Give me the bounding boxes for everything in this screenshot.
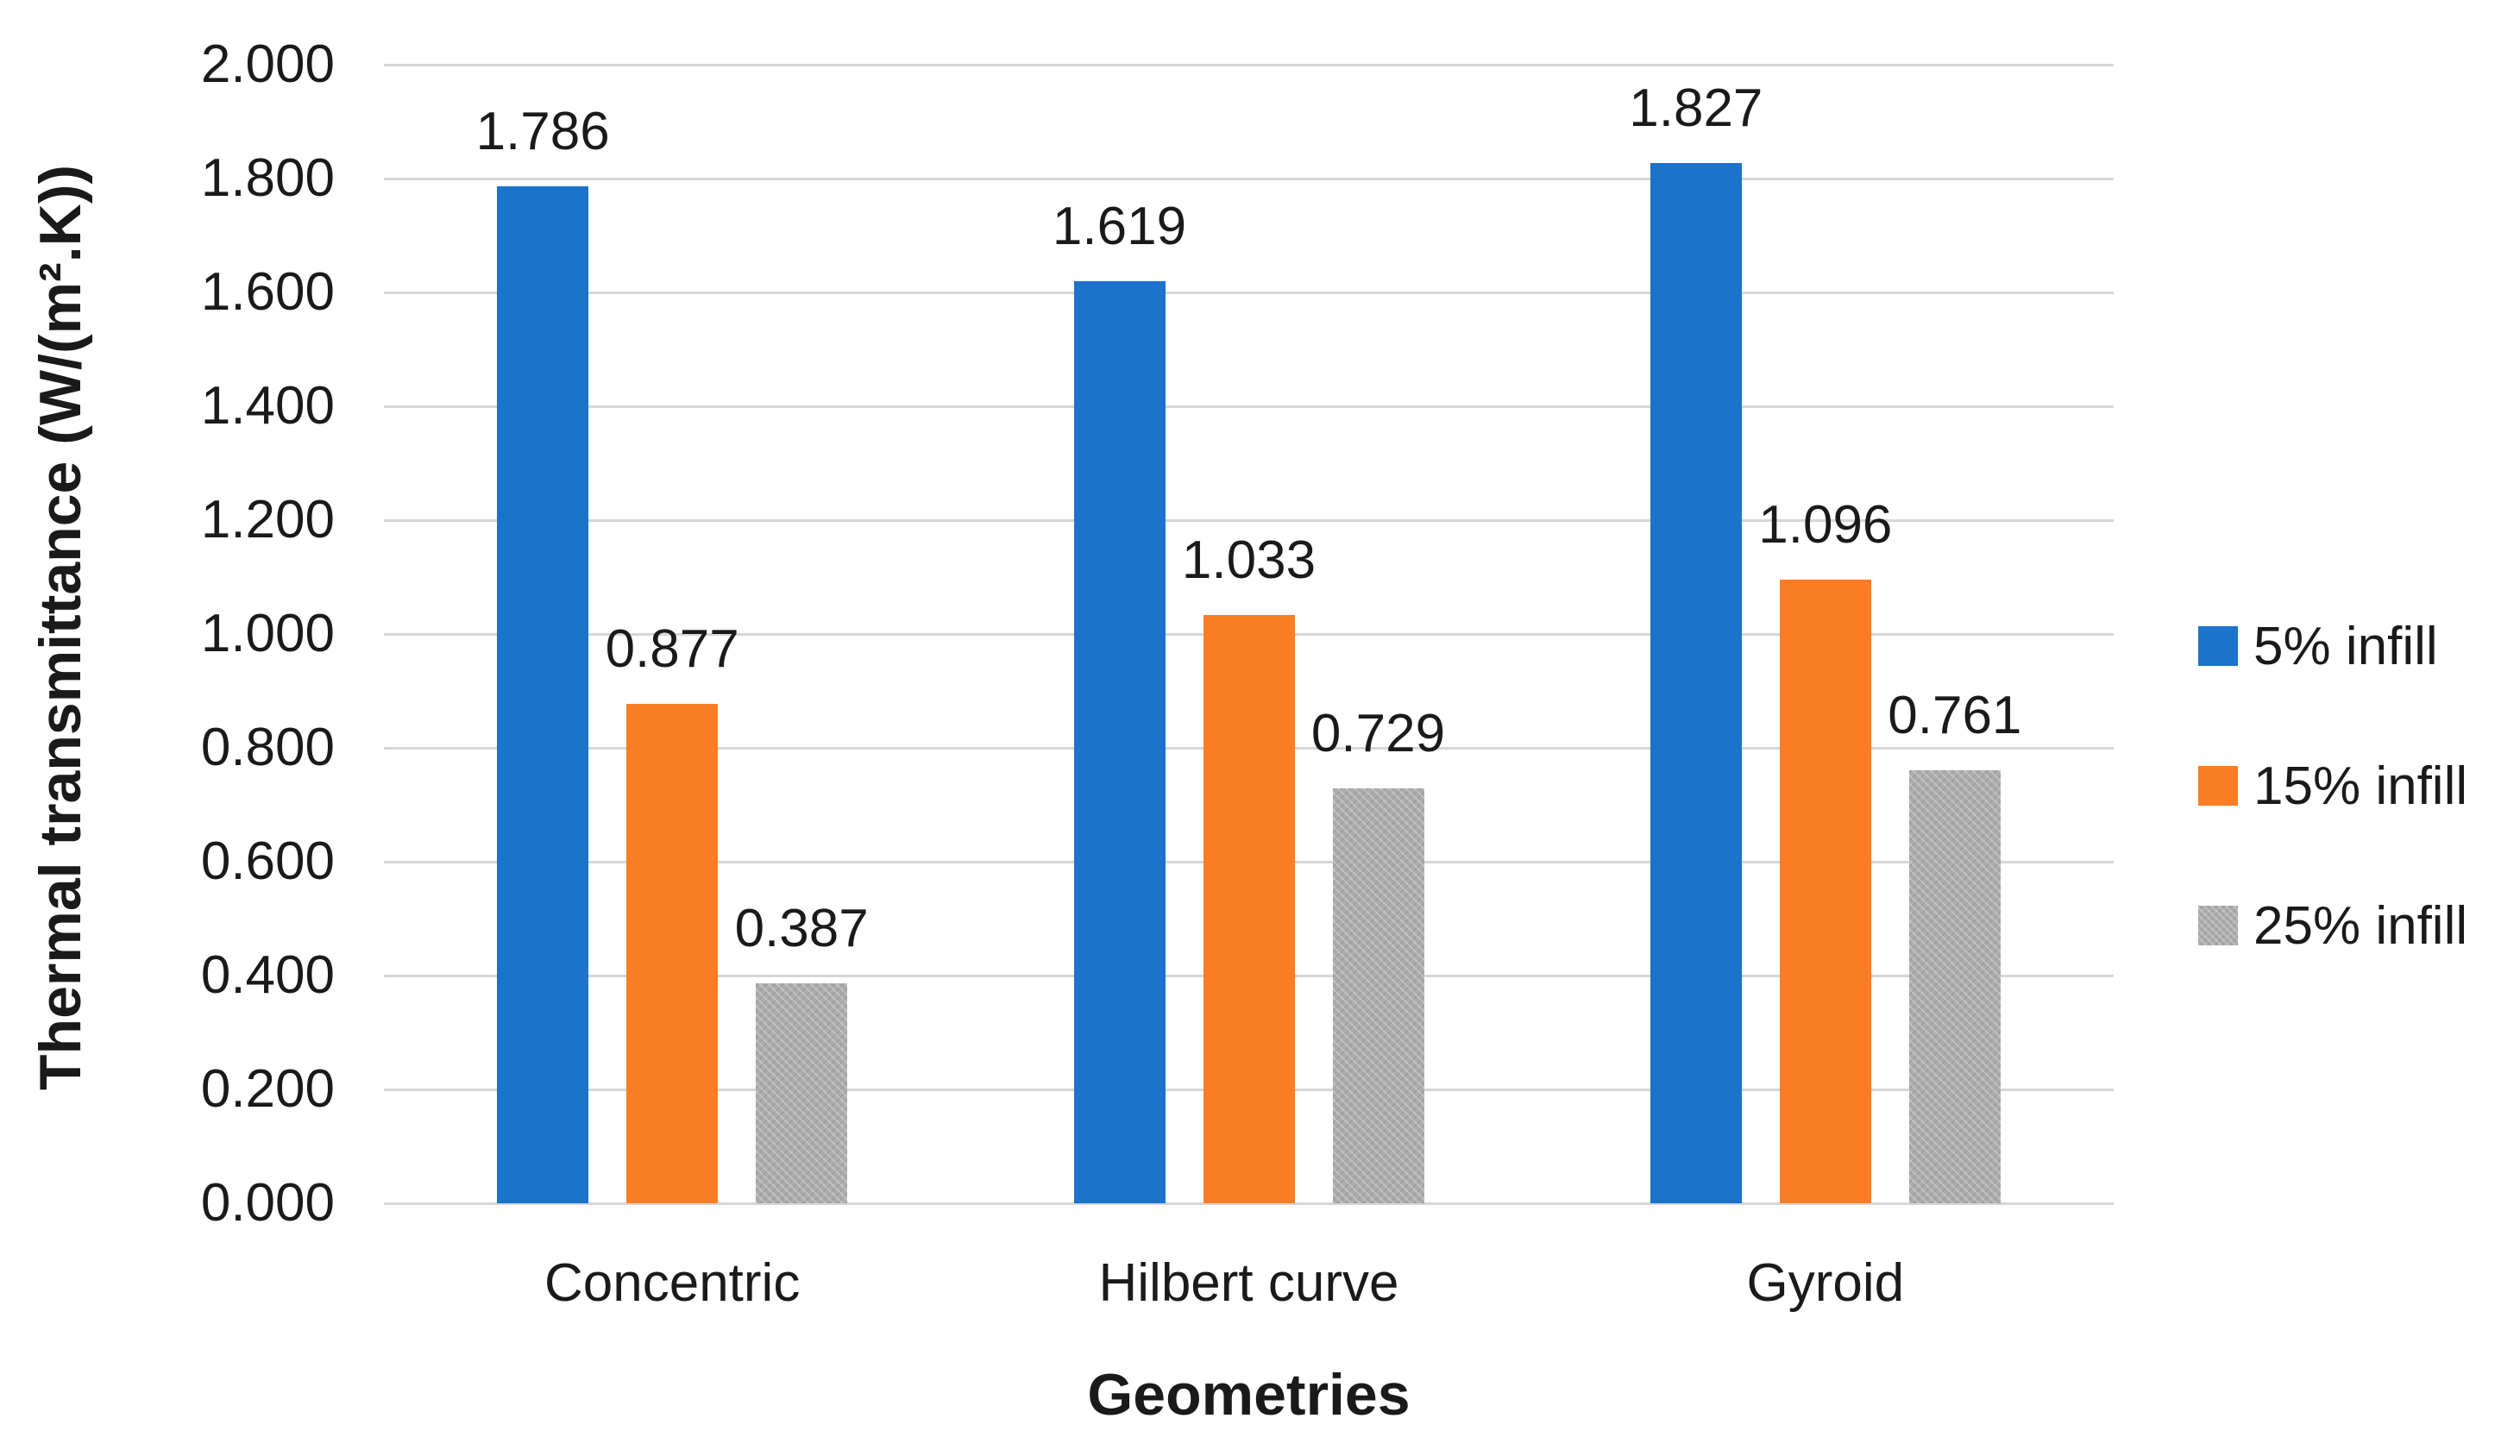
bar-5-infill-gyroid (1650, 163, 1742, 1203)
y-tick-label: 2.000 (200, 35, 335, 94)
y-tick-label: 0.200 (200, 1059, 335, 1119)
category-label-concentric: Concentric (544, 1253, 801, 1313)
bar-value-label: 0.729 (1310, 703, 1446, 763)
legend-item-25-infill: 25% infill (2198, 895, 2468, 956)
category-label-hilbert-curve: Hilbert curve (1098, 1253, 1399, 1313)
bar-15-infill-gyroid (1779, 579, 1871, 1203)
y-tick-label: 1.000 (200, 604, 335, 663)
bar-15-infill-hilbert-curve (1203, 615, 1295, 1203)
legend-label: 5% infill (2253, 616, 2438, 676)
y-axis-tick-labels: 0.000 0.200 0.400 0.600 0.800 1.000 1.200 1.400… (0, 35, 335, 1233)
y-tick-label: 0.800 (200, 718, 335, 777)
bar-25-infill-concentric (756, 982, 848, 1203)
bar-value-label: 1.619 (1052, 197, 1187, 257)
gridline (384, 63, 2114, 66)
bar-value-label: 0.387 (734, 898, 869, 958)
bar-15-infill-concentric (626, 704, 719, 1203)
legend-label: 15% infill (2253, 756, 2468, 816)
y-tick-label: 0.400 (200, 945, 335, 1005)
bar-value-label: 0.877 (605, 619, 739, 680)
plot-area: 1.786 0.877 0.387 1.619 1.033 0.729 1.827 1.096… (384, 63, 2114, 1205)
y-tick-label: 1.400 (200, 376, 335, 436)
bar-value-label: 1.786 (475, 102, 610, 162)
bar-value-label: 1.827 (1629, 78, 1763, 139)
x-axis-title: Geometries (1087, 1362, 1411, 1428)
gridline (384, 177, 2114, 180)
x-axis-category-labels: Concentric Hilbert curve Gyroid (384, 1252, 2114, 1321)
bar-5-infill-hilbert-curve (1073, 281, 1166, 1203)
gridline (384, 518, 2114, 522)
legend-swatch-15-infill (2198, 766, 2238, 806)
y-tick-label: 1.600 (200, 262, 335, 322)
bar-value-label: 1.033 (1181, 530, 1317, 591)
y-tick-label: 1.200 (200, 490, 335, 549)
legend-item-15-infill: 15% infill (2198, 756, 2468, 816)
bar-value-label: 1.096 (1758, 494, 1893, 555)
legend-swatch-5-infill (2198, 626, 2238, 666)
y-tick-label: 1.800 (200, 148, 335, 208)
bar-value-label: 0.761 (1888, 685, 2022, 745)
y-tick-label: 0.000 (200, 1173, 335, 1233)
legend-label: 25% infill (2253, 895, 2468, 956)
bar-5-infill-concentric (497, 186, 589, 1203)
legend: 5% infill 15% infill 25% infill (2198, 616, 2468, 1037)
legend-swatch-25-infill (2198, 906, 2238, 945)
bar-25-infill-gyroid (1908, 769, 2001, 1203)
legend-item-5-infill: 5% infill (2198, 616, 2467, 676)
y-tick-label: 0.600 (200, 832, 335, 891)
gridline (384, 291, 2114, 294)
gridline (384, 405, 2114, 408)
category-label-gyroid: Gyroid (1746, 1253, 1905, 1313)
gridline (384, 1202, 2114, 1205)
bar-25-infill-hilbert-curve (1332, 788, 1424, 1203)
